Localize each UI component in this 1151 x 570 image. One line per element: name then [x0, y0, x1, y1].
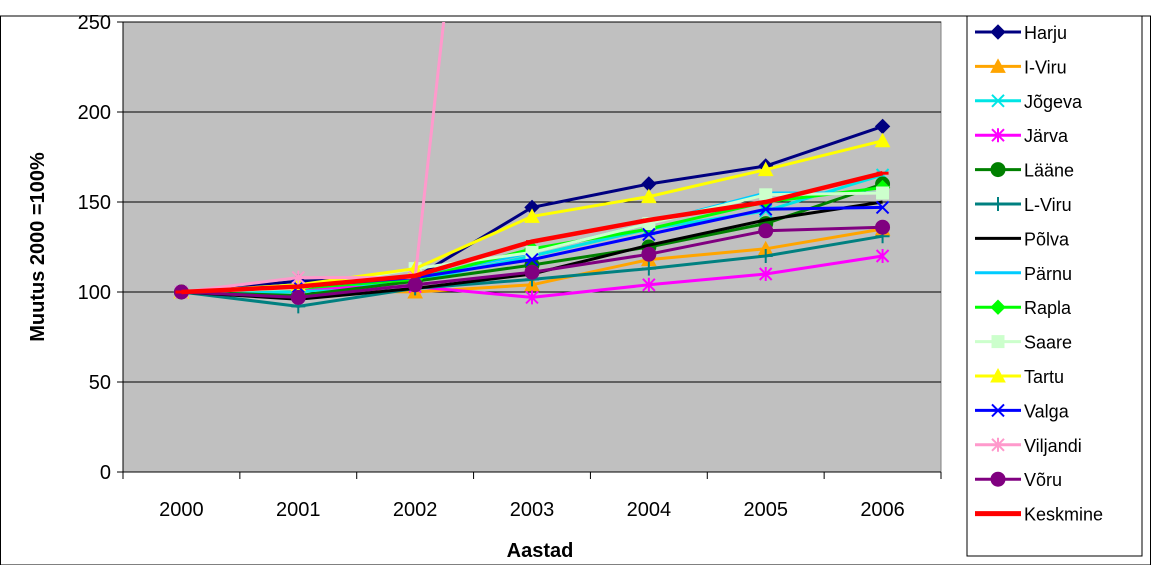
legend-label: Valga	[1024, 401, 1070, 421]
data-point	[759, 202, 773, 216]
legend-item: Harju	[975, 23, 1067, 43]
legend-marker	[990, 58, 1006, 73]
legend-item: Tartu	[975, 367, 1064, 387]
data-point	[524, 208, 540, 223]
legend-item: Keskmine	[975, 505, 1103, 525]
legend-label: Põlva	[1024, 229, 1070, 249]
legend-label: Järva	[1024, 126, 1069, 146]
y-axis-title: Muutus 2000 =100%	[27, 152, 49, 342]
legend-item: Võru	[975, 470, 1062, 490]
data-point	[875, 219, 891, 235]
x-tick-label: 2005	[743, 499, 788, 521]
data-point	[759, 204, 773, 218]
data-point	[291, 270, 305, 285]
legend-marker	[990, 162, 1006, 178]
legend-marker	[991, 94, 1005, 108]
legend-label: L-Viru	[1024, 195, 1072, 215]
x-tick-label: 2006	[860, 499, 905, 521]
legend-label: Tartu	[1024, 367, 1064, 387]
data-point	[525, 290, 539, 305]
data-point	[757, 161, 774, 177]
legend-item: Jõgeva	[975, 92, 1083, 112]
data-point	[875, 200, 890, 215]
data-point	[524, 264, 540, 280]
y-tick-label: 50	[89, 372, 111, 394]
legend-item: Viljandi	[975, 436, 1082, 456]
x-tick-label: 2000	[159, 499, 204, 521]
data-point	[759, 267, 773, 281]
series-keskmine	[175, 171, 889, 295]
legend-marker	[991, 197, 1005, 211]
data-point	[641, 188, 657, 204]
x-tick-label: 2004	[627, 499, 672, 521]
legend-label: Viljandi	[1024, 436, 1082, 456]
series-lines	[173, 22, 891, 314]
legend-item: L-Viru	[975, 195, 1072, 215]
legend-label: Harju	[1024, 23, 1067, 43]
legend-item: Pärnu	[975, 264, 1072, 284]
x-tick-label: 2003	[510, 499, 555, 521]
data-point	[758, 249, 773, 263]
y-tick-label: 150	[78, 192, 111, 214]
legend-label: Jõgeva	[1024, 92, 1083, 112]
legend-label: Rapla	[1024, 298, 1072, 318]
y-tick-label: 200	[78, 102, 111, 124]
legend-item: I-Viru	[975, 57, 1067, 77]
legend-label: Lääne	[1024, 161, 1074, 181]
y-tick-label: 0	[100, 462, 111, 484]
data-point	[875, 249, 890, 263]
legend-marker	[991, 437, 1005, 452]
data-point	[874, 132, 891, 148]
legend-item: Saare	[975, 333, 1072, 353]
legend-label: I-Viru	[1024, 57, 1067, 77]
legend-marker	[990, 299, 1006, 315]
data-point	[407, 277, 423, 293]
data-point	[641, 246, 657, 262]
data-point	[290, 289, 306, 305]
legend: Harju I-Viru Jõgeva Järva Lääne L-Viru Põlva Pä…	[975, 23, 1103, 525]
data-point	[876, 186, 890, 200]
legend-item: Järva	[975, 126, 1069, 146]
legend-label: Võru	[1024, 470, 1062, 490]
legend-marker	[990, 367, 1006, 383]
legend-item: Põlva	[975, 229, 1070, 249]
legend-marker	[991, 335, 1005, 349]
x-tick-label: 2001	[276, 499, 321, 521]
data-point	[641, 261, 656, 276]
axes: 0 50 100 150 200 250 2000 2001 2002 2003 2004 2005 2…	[78, 12, 942, 521]
legend-label: Saare	[1024, 333, 1072, 353]
legend-box	[966, 15, 1143, 557]
legend-item: Lääne	[975, 161, 1074, 181]
y-tick-label: 100	[78, 282, 111, 304]
legend-marker	[991, 403, 1005, 418]
x-axis-title: Aastad	[507, 540, 574, 562]
legend-marker	[990, 24, 1006, 40]
legend-label: Pärnu	[1024, 264, 1072, 284]
x-tick-label: 2002	[393, 499, 438, 521]
data-point	[642, 227, 656, 242]
y-tick-label: 250	[78, 12, 111, 34]
legend-marker	[991, 128, 1005, 143]
data-point	[525, 252, 539, 267]
legend-item: Rapla	[975, 298, 1072, 318]
data-point	[758, 223, 774, 239]
legend-item: Valga	[975, 401, 1070, 421]
legend-label: Keskmine	[1024, 505, 1103, 525]
legend-marker	[990, 471, 1006, 487]
data-point	[642, 277, 656, 292]
